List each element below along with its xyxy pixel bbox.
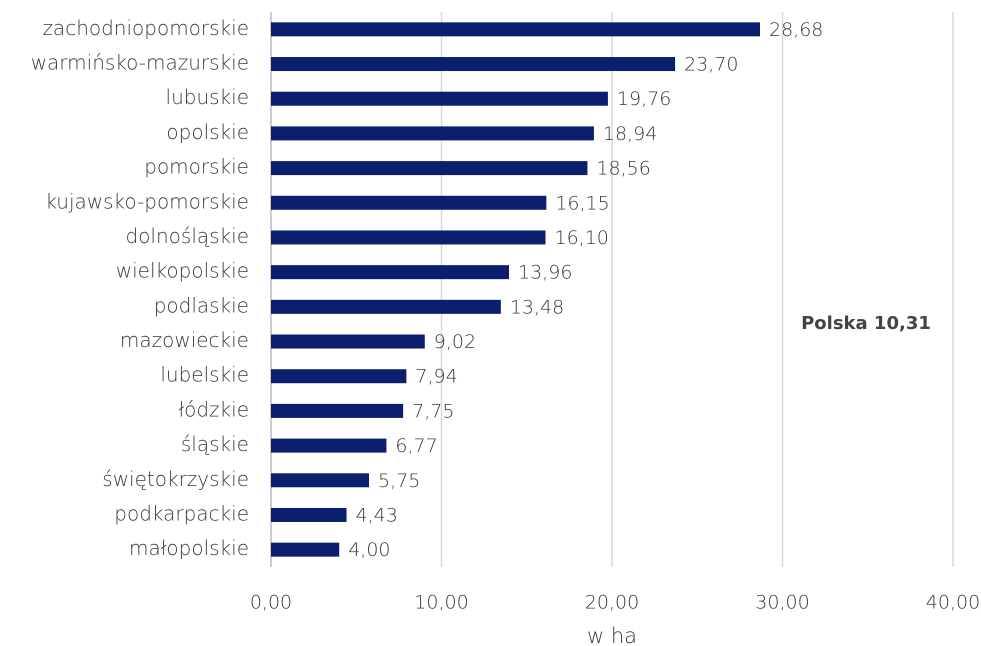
value-label: 16,10	[555, 227, 609, 249]
annotation: Polska 10,31	[801, 313, 931, 334]
bar	[271, 91, 608, 106]
y-tick-label: łódzkie	[178, 397, 249, 421]
value-label: 19,76	[617, 88, 671, 110]
bar	[271, 195, 547, 210]
y-tick-label: lubuskie	[166, 85, 249, 109]
y-tick-label: mazowieckie	[120, 328, 249, 352]
y-tick-label: śląskie	[181, 432, 249, 456]
value-label: 23,70	[684, 54, 738, 76]
value-label: 7,94	[415, 366, 457, 388]
bar	[271, 230, 546, 245]
y-tick-label: małopolskie	[129, 536, 249, 560]
bar	[271, 126, 594, 141]
y-tick-label: świętokrzyskie	[102, 467, 249, 491]
bar	[271, 542, 340, 557]
x-tick-label: 30,00	[755, 592, 809, 614]
value-label: 4,43	[356, 504, 398, 526]
y-tick-label: kujawsko-pomorskie	[45, 189, 249, 213]
value-label: 13,96	[518, 262, 572, 284]
bar	[271, 299, 501, 314]
x-axis-label: w ha	[587, 624, 637, 646]
bar	[271, 369, 407, 384]
x-tick-label: 20,00	[585, 592, 639, 614]
y-tick-label: zachodniopomorskie	[42, 16, 249, 40]
value-label: 18,56	[596, 158, 650, 180]
value-label: 18,94	[603, 123, 657, 145]
y-tick-label: podlaskie	[154, 293, 249, 317]
x-tick-label: 40,00	[926, 592, 980, 614]
y-tick-label: opolskie	[166, 120, 249, 144]
value-label: 6,77	[395, 435, 437, 457]
bar	[271, 507, 347, 522]
bar	[271, 438, 387, 453]
value-label: 28,68	[769, 19, 823, 41]
x-tick-label: 10,00	[414, 592, 468, 614]
value-label: 5,75	[378, 470, 420, 492]
value-label: 9,02	[434, 331, 476, 353]
bar	[271, 473, 370, 488]
y-tick-label: dolnośląskie	[126, 224, 250, 248]
bar	[271, 334, 425, 349]
x-tick-label: 0,00	[250, 592, 292, 614]
value-label: 16,15	[555, 192, 609, 214]
y-tick-label: warmińsko-mazurskie	[31, 51, 249, 75]
bar	[271, 22, 760, 37]
value-label: 13,48	[510, 296, 564, 318]
y-tick-label: podkarpackie	[114, 501, 249, 525]
y-tick-label: pomorskie	[144, 155, 249, 179]
bar	[271, 403, 404, 418]
bar	[271, 161, 588, 176]
y-tick-label: wielkopolskie	[116, 259, 249, 283]
value-label: 7,75	[412, 400, 454, 422]
value-label: 4,00	[348, 539, 390, 561]
bar	[271, 57, 676, 72]
bar	[271, 265, 510, 280]
y-tick-label: lubelskie	[160, 363, 249, 387]
